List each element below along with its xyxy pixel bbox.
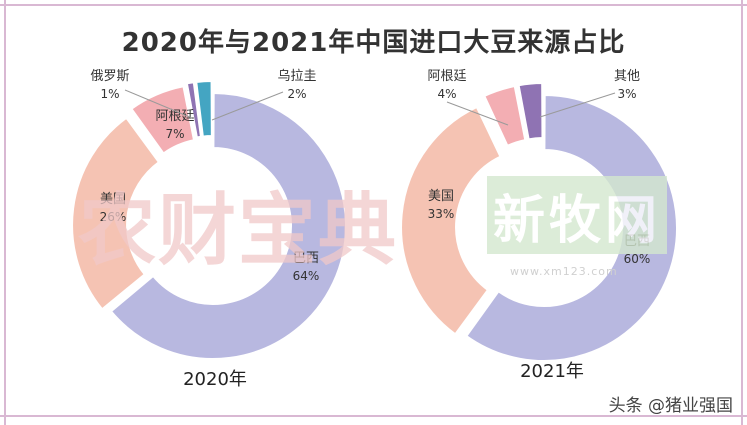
frame-left-line bbox=[4, 0, 6, 425]
frame-top-line bbox=[0, 4, 747, 6]
watermark-right: 新牧网 bbox=[492, 190, 661, 251]
donut-slice-1-3 bbox=[130, 85, 196, 155]
year-label-1: 2020年 bbox=[183, 369, 247, 390]
slice-pct-1-1: 64% bbox=[293, 269, 320, 283]
watermark-left: 农财宝典 bbox=[78, 186, 399, 276]
donut-slice-1-4 bbox=[185, 81, 203, 139]
leader-line-1-4 bbox=[124, 89, 193, 119]
slice-label-2-3: 阿根廷 bbox=[427, 69, 466, 84]
slice-label-1-5: 乌拉圭 bbox=[277, 68, 316, 84]
donut-slice-1-5 bbox=[195, 80, 213, 138]
frame-right-line bbox=[741, 0, 743, 425]
slice-pct-2-4: 3% bbox=[617, 87, 636, 101]
watermark-url: www.xm123.com bbox=[510, 265, 618, 278]
chart-title: 2020年与2021年中国进口大豆来源占比 bbox=[121, 28, 626, 58]
slice-label-2-2: 美国 bbox=[428, 189, 454, 204]
slice-label-1-4: 俄罗斯 bbox=[90, 69, 129, 84]
donut-slice-1-1 bbox=[109, 91, 347, 360]
slice-label-1-2: 美国 bbox=[100, 192, 126, 207]
donut-slice-2-3 bbox=[482, 84, 527, 148]
slice-label-1-1: 巴西 bbox=[293, 251, 319, 266]
slice-pct-1-4: 1% bbox=[100, 87, 119, 101]
slice-pct-1-5: 2% bbox=[287, 87, 306, 101]
donut-slice-2-4 bbox=[517, 82, 544, 141]
slice-label-2-4: 其他 bbox=[614, 69, 640, 84]
slice-pct-2-3: 4% bbox=[437, 87, 456, 101]
year-label-2: 2021年 bbox=[520, 361, 584, 382]
slice-pct-1-3: 7% bbox=[165, 127, 184, 141]
frame-bottom-line bbox=[0, 415, 747, 417]
slice-label-1-3: 阿根廷 bbox=[155, 109, 194, 124]
leader-line-2-3 bbox=[446, 101, 509, 126]
watermark-right-box: 新牧网 bbox=[487, 176, 667, 254]
slice-pct-2-2: 33% bbox=[428, 207, 455, 221]
credit-text: 头条 @猪业强国 bbox=[608, 396, 733, 416]
leader-line-1-5 bbox=[211, 91, 284, 121]
donut-slice-1-2 bbox=[71, 116, 161, 311]
donut-slice-2-2 bbox=[400, 105, 502, 336]
slice-pct-1-2: 26% bbox=[100, 210, 127, 224]
leader-line-2-4 bbox=[539, 92, 616, 118]
slice-pct-2-1: 60% bbox=[624, 252, 651, 266]
